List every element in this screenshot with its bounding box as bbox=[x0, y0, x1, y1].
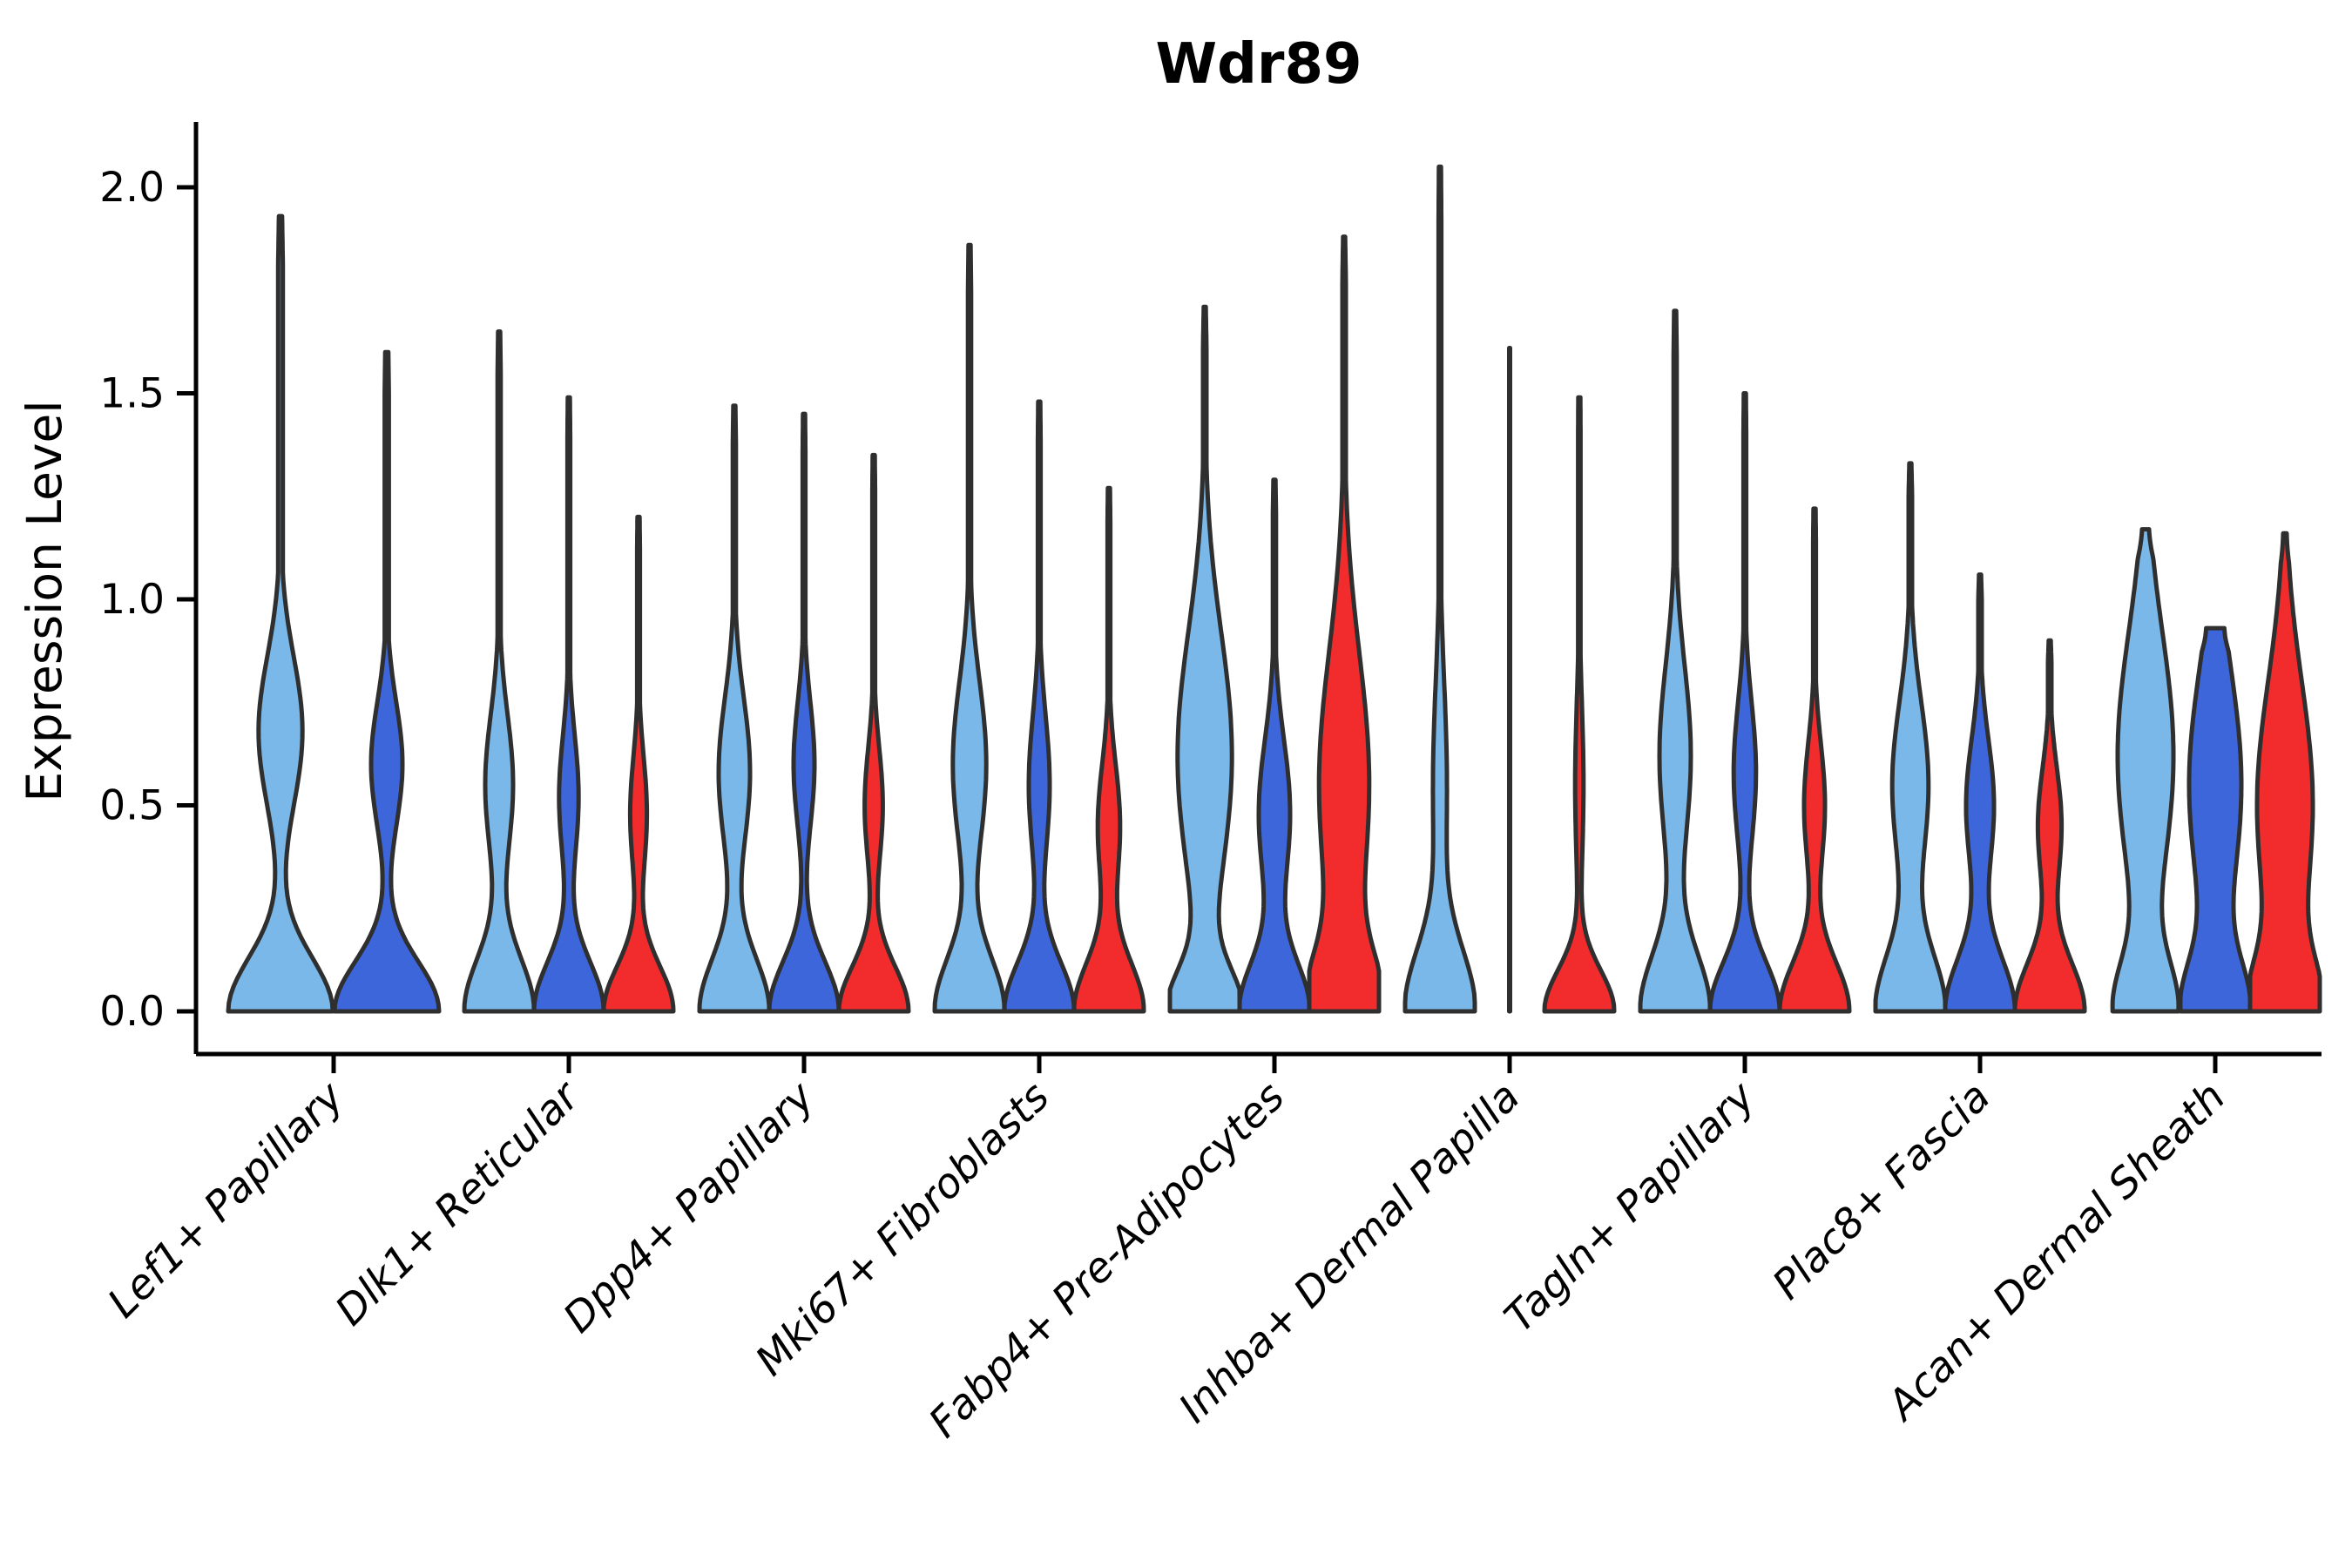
y-tick-label: 1.5 bbox=[99, 370, 165, 418]
x-tick-label: Lef1+ Papillary bbox=[98, 1072, 354, 1328]
x-tick-label: Dpp4+ Papillary bbox=[554, 1072, 824, 1342]
violin-group-8 bbox=[1873, 461, 2087, 1014]
y-tick-label: 2.0 bbox=[99, 164, 165, 212]
violin-dark_blue bbox=[1002, 399, 1077, 1014]
violin-group-4 bbox=[932, 242, 1146, 1014]
violin-light_blue bbox=[697, 403, 772, 1014]
violin-group-2 bbox=[462, 329, 676, 1014]
violin-red bbox=[1542, 395, 1617, 1014]
violin-light_blue bbox=[2110, 527, 2181, 1014]
violin-dark_blue bbox=[1707, 391, 1782, 1014]
violin-red bbox=[2012, 638, 2087, 1014]
y-axis-label: Expression Level bbox=[17, 400, 72, 801]
x-tick-label: Plac8+ Fascia bbox=[1763, 1073, 1999, 1309]
violin-dark_blue bbox=[2178, 625, 2253, 1014]
violin-group-1 bbox=[226, 213, 442, 1014]
violin-light_blue bbox=[1167, 304, 1242, 1014]
violin-light_blue bbox=[1402, 164, 1477, 1014]
violin-red bbox=[601, 514, 676, 1014]
violin-red bbox=[1307, 234, 1382, 1014]
violin-light_blue bbox=[226, 213, 335, 1014]
violin-light_blue bbox=[1638, 308, 1713, 1014]
violin-dark_blue bbox=[531, 395, 606, 1014]
violin-group-6 bbox=[1402, 164, 1617, 1014]
violin-group-3 bbox=[697, 403, 911, 1014]
violin-group-9 bbox=[2110, 527, 2322, 1014]
y-axis: 0.0 0.5 1.0 1.5 2.0 bbox=[99, 122, 2322, 1057]
violin-dark_blue bbox=[332, 349, 442, 1014]
x-tick-label: Tagln+ Papillary bbox=[1496, 1072, 1766, 1342]
violin-red bbox=[1777, 506, 1852, 1014]
violin-red bbox=[1071, 485, 1146, 1014]
y-tick-label: 0.5 bbox=[99, 782, 165, 830]
violins-layer bbox=[226, 164, 2322, 1014]
x-tick-label: Dlk1+ Reticular bbox=[327, 1071, 591, 1335]
violin-light_blue bbox=[462, 329, 537, 1014]
violin-dark_blue bbox=[767, 411, 841, 1014]
violin-dark_blue bbox=[1507, 346, 1512, 1014]
violin-dark_blue bbox=[1943, 572, 2017, 1014]
y-tick-label: 1.0 bbox=[99, 576, 165, 624]
violin-group-7 bbox=[1638, 308, 1852, 1014]
violin-light_blue bbox=[932, 242, 1007, 1014]
violin-dark_blue bbox=[1237, 477, 1312, 1014]
violin-group-5 bbox=[1167, 234, 1382, 1014]
chart-title: Wdr89 bbox=[1155, 32, 1362, 97]
y-tick-label: 0.0 bbox=[99, 988, 165, 1036]
violin-red bbox=[836, 452, 911, 1014]
violin-red bbox=[2247, 531, 2322, 1014]
violin-light_blue bbox=[1873, 461, 1948, 1014]
